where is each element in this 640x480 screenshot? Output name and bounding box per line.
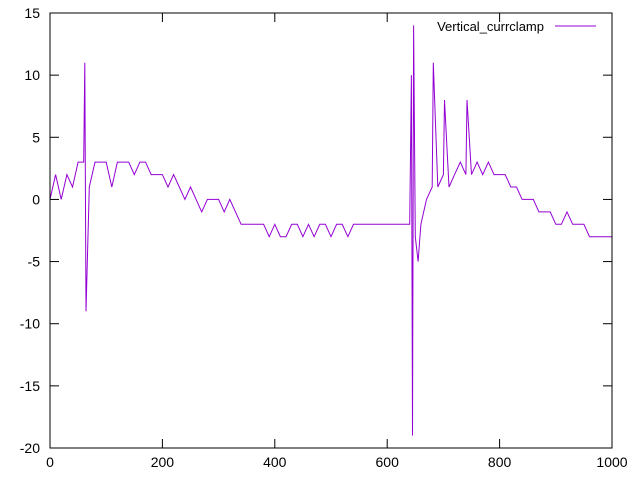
y-tick-label: -5: [28, 254, 41, 270]
x-tick-label: 600: [376, 454, 400, 470]
y-tick-label: -10: [20, 316, 40, 332]
y-tick-label: -15: [20, 378, 40, 394]
plot-frame: [49, 12, 613, 449]
y-tick-label: 15: [24, 5, 40, 21]
y-tick-label: -20: [20, 440, 40, 456]
plot-series-layer: [49, 25, 612, 436]
ticks-layer: 0 200 400 600 800 1000 15 10 5 0 -5 -10 -15 -20: [20, 5, 628, 470]
y-tick-label: 5: [32, 129, 40, 145]
legend: Vertical_currclamp: [437, 19, 596, 34]
y-tick-label: 10: [24, 67, 40, 83]
x-tick-label: 0: [46, 454, 54, 470]
legend-label: Vertical_currclamp: [437, 19, 544, 34]
x-tick-label: 200: [151, 454, 175, 470]
x-tick-label: 800: [488, 454, 512, 470]
x-tick-label: 1000: [596, 454, 627, 470]
y-tick-label: 0: [32, 191, 40, 207]
series-line-0: [49, 25, 612, 436]
x-tick-label: 400: [263, 454, 287, 470]
